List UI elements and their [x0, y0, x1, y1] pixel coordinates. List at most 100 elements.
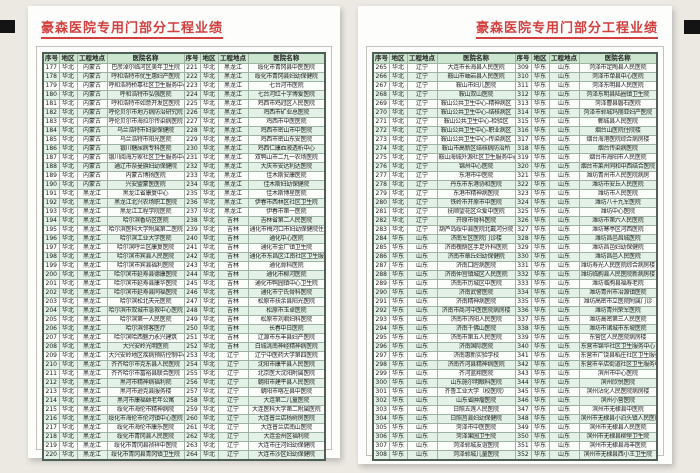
hospital-name-cell: 铁岭市开原市中医院: [436, 198, 516, 208]
location-cell: 山东: [548, 297, 580, 307]
serial-cell: 308: [372, 450, 390, 461]
serial-cell: 258: [183, 396, 201, 406]
region-cell: 华东: [530, 198, 550, 208]
serial-cell: 259: [183, 405, 201, 415]
location-cell: 黑龙江: [76, 387, 108, 397]
hospital-name-cell: 鞍山海城外源社区卫生服务中心: [436, 153, 516, 163]
serial-cell: 313: [514, 99, 532, 109]
region-cell: 华东: [530, 324, 550, 334]
location-cell: 山东: [548, 342, 580, 352]
serial-cell: 184: [42, 126, 60, 136]
column-header: 序号: [183, 52, 201, 64]
table-row: 181 华北 内蒙古 呼和浩特市如意开发区医院 225 华北 黑龙江 鸡西市鸡冠区人民医院: [42, 99, 326, 109]
location-cell: 山东: [548, 126, 580, 136]
hospital-name-cell: 大兴安岭地区疾病预防控制中心: [106, 351, 185, 361]
region-cell: 华东: [530, 189, 550, 199]
region-cell: 华北: [199, 99, 219, 109]
location-cell: 黑龙江: [217, 189, 249, 199]
serial-cell: 337: [514, 315, 532, 325]
location-cell: 黑龙江: [217, 108, 249, 118]
region-cell: 华北: [199, 108, 219, 118]
hospital-name-cell: 菏泽曹县磐石医院: [578, 99, 658, 109]
table-row: 183 华北 内蒙古 呼伦贝尔市海拉尔传染病医院 227 华北 黑龙江 鸡西市中医医院: [42, 117, 326, 127]
location-cell: 辽宁: [406, 207, 438, 217]
hospital-name-cell: 齐鲁工业大学（校医院）: [436, 387, 516, 397]
table-row: 301 华东 山东 齐鲁工业大学（校医院） 345 华东 山东 滨州沾化人民医院病房楼: [372, 387, 658, 397]
hospital-name-cell: 鸡西仁康血液透析中心: [247, 144, 326, 154]
hospital-name-cell: 鸡西市中医医院: [247, 117, 326, 127]
table-row: 220 华北 黑龙江 绥化市青冈县青冈镇卫生院 264 华北 辽宁 大连市沙区妇幼保健院: [42, 450, 326, 461]
location-cell: 吉林: [217, 225, 249, 235]
table-row: 302 华东 山东 山东省肿瘤医院 346 华东 山东 滨州小营医院: [372, 396, 658, 406]
hospital-name-cell: 烟台市莱州同和中西结合医院: [578, 162, 658, 172]
serial-cell: 185: [42, 135, 60, 145]
location-cell: 辽宁: [217, 441, 249, 451]
serial-cell: 240: [183, 234, 201, 244]
hospital-name-cell: 通化市宁氏骨科医院: [247, 288, 326, 298]
region-cell: 华北: [58, 387, 78, 397]
hospital-name-cell: 潍坊市第六人民医院: [578, 216, 658, 226]
hospital-name-cell: 通化市金厂镇卫生院: [247, 243, 326, 253]
hospital-name-cell: 齐齐哈尔市克东县人民医院: [106, 360, 185, 370]
serial-cell: 233: [183, 171, 201, 181]
location-cell: 黑龙江: [217, 207, 249, 217]
region-cell: 华东: [530, 405, 550, 415]
table-row: 182 华北 内蒙古 呼伦贝尔市地方病防治研究院 226 华北 黑龙江 鸡西市矿业总医院: [42, 108, 326, 118]
location-cell: 吉林: [217, 279, 249, 289]
serial-cell: 276: [372, 162, 390, 172]
serial-cell: 345: [514, 387, 532, 397]
region-cell: 华北: [388, 108, 408, 118]
serial-cell: 190: [42, 180, 60, 190]
hospital-name-cell: 济南市第五人民医院: [436, 333, 516, 343]
region-cell: 华东: [530, 297, 550, 307]
region-cell: 华北: [58, 189, 78, 199]
serial-cell: 203: [42, 297, 60, 307]
hospital-name-cell: 绥化市青冈县中医医院: [247, 63, 326, 73]
hospital-name-cell: 潍坊市安丘人民医院: [578, 180, 658, 190]
region-cell: 华东: [388, 252, 408, 262]
region-cell: 华北: [388, 207, 408, 217]
region-cell: 华北: [388, 81, 408, 91]
location-cell: 辽宁: [217, 405, 249, 415]
column-header: 医院名称: [106, 52, 185, 64]
table-row: 212 华北 黑龙江 黑河市精神病福利院 256 华北 辽宁 朝阳市建平县人民医院: [42, 378, 326, 388]
location-cell: 山东: [406, 342, 438, 352]
serial-cell: 179: [42, 81, 60, 91]
region-cell: 华北: [58, 144, 78, 154]
table-row: 196 华北 黑龙江 哈尔滨工业大学医院 240 华北 吉林 通化中心医院: [42, 234, 326, 244]
serial-cell: 192: [42, 198, 60, 208]
table-row: 265 华北 辽宁 大连市长海县人民医院 309 华东 山东 菏泽市定陶县人民医院: [372, 63, 658, 73]
location-cell: 辽宁: [406, 153, 438, 163]
hospital-name-cell: 七台河市医院: [247, 81, 326, 91]
location-cell: 山东: [406, 441, 438, 451]
location-cell: 辽宁: [406, 216, 438, 226]
region-cell: 华东: [388, 270, 408, 280]
serial-cell: 212: [42, 378, 60, 388]
location-cell: 山东: [406, 405, 438, 415]
hospital-name-cell: 鞍山公共卫生中心-传染病区: [436, 135, 516, 145]
hospital-name-cell: 通化中心医院: [247, 234, 326, 244]
table-row: 203 华北 黑龙江 哈尔滨松北天元医院 247 华北 吉林 松原市扶余县阳光医院: [42, 297, 326, 307]
serial-cell: 234: [183, 180, 201, 190]
region-cell: 华北: [58, 234, 78, 244]
location-cell: 辽宁: [217, 387, 249, 397]
serial-cell: 292: [372, 306, 390, 316]
region-cell: 华北: [388, 189, 408, 199]
table-row: 193 华北 黑龙江 黑龙江工程学院医院 237 华北 黑龙江 伊春市第一医院: [42, 207, 326, 217]
hospital-name-cell: 潍坊中心医院: [578, 207, 658, 217]
column-header: 地区: [199, 52, 219, 64]
location-cell: 内蒙古: [76, 108, 108, 118]
location-cell: 黑龙江: [76, 423, 108, 433]
serial-cell: 311: [514, 81, 532, 91]
region-cell: 华北: [199, 261, 219, 271]
hospital-name-cell: 通化市梅河口市妇幼保健院住院楼: [247, 225, 326, 235]
hospital-name-cell: 松原市刘君妇科医院: [247, 315, 326, 325]
region-cell: 华东: [530, 72, 550, 82]
serial-cell: 181: [42, 99, 60, 109]
location-cell: 山东: [406, 243, 438, 253]
hospital-name-cell: 鞍山公共卫生中心-检验区: [436, 117, 516, 127]
location-cell: 黑龙江: [76, 198, 108, 208]
hospital-table-right: 序号 地区 工程地点 医院名称 序号 地区 工程地点 医院名称 265 华北 辽宁 大连市长海县人民医…: [372, 52, 658, 461]
hospital-name-cell: 滨州市无棣县人民医院: [578, 423, 658, 433]
page-left: 豪森医院专用门部分工程业绩 序号 地区 工程地点 医院名称 序号 地区 工程地点 医院名称 17…: [28, 6, 340, 461]
